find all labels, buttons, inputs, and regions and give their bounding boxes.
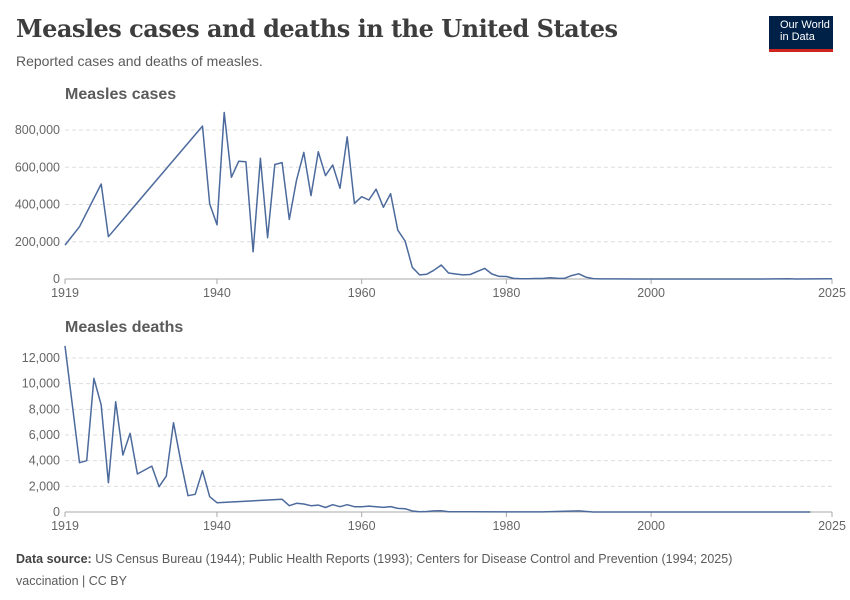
logo-line-2: in Data <box>780 31 815 43</box>
x-tick-label: 2000 <box>637 519 665 533</box>
chart-title: Measles cases and deaths in the United S… <box>16 14 618 43</box>
y-tick-label: 800,000 <box>15 123 60 137</box>
y-tick-label: 0 <box>53 505 60 519</box>
y-tick-label: 12,000 <box>22 351 60 365</box>
x-tick-label: 1960 <box>348 286 376 300</box>
y-tick-label: 6,000 <box>29 428 60 442</box>
x-tick-label: 1980 <box>492 286 520 300</box>
footer: Data source: US Census Bureau (1944); Pu… <box>16 548 732 592</box>
y-tick-label: 8,000 <box>29 402 60 416</box>
x-tick-label: 1960 <box>348 519 376 533</box>
source-label: Data source: <box>16 552 92 566</box>
y-tick-label: 600,000 <box>15 160 60 174</box>
y-tick-label: 200,000 <box>15 235 60 249</box>
y-tick-label: 4,000 <box>29 454 60 468</box>
y-tick-label: 400,000 <box>15 198 60 212</box>
y-tick-label: 10,000 <box>22 377 60 391</box>
x-tick-label: 1940 <box>203 286 231 300</box>
x-tick-label: 1940 <box>203 519 231 533</box>
x-tick-label: 2025 <box>818 519 846 533</box>
series-line <box>64 345 811 513</box>
logo-line-1: Our World <box>780 19 830 31</box>
x-tick-label: 1919 <box>51 286 79 300</box>
license-text: vaccination | CC BY <box>16 574 127 588</box>
x-tick-label: 1980 <box>492 519 520 533</box>
x-tick-label: 2000 <box>637 286 665 300</box>
panel-title: Measles deaths <box>65 319 183 336</box>
owid-logo[interactable]: Our World in Data <box>769 16 833 52</box>
y-tick-label: 0 <box>53 272 60 286</box>
source-text: US Census Bureau (1944); Public Health R… <box>91 552 733 566</box>
y-tick-label: 2,000 <box>29 479 60 493</box>
chart-subtitle: Reported cases and deaths of measles. <box>16 53 263 69</box>
panel-title: Measles cases <box>65 86 176 103</box>
series-line <box>64 111 833 280</box>
x-tick-label: 1919 <box>51 519 79 533</box>
x-tick-label: 2025 <box>818 286 846 300</box>
